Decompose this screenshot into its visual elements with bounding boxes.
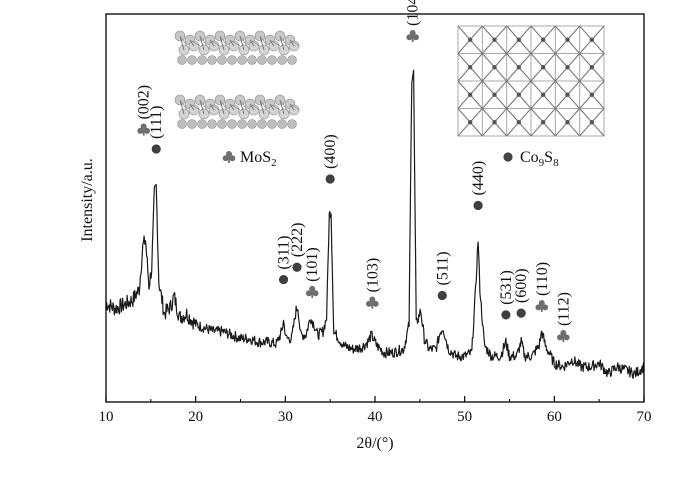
x-tick-label: 70 (637, 409, 652, 425)
co9s8-dot-marker (516, 308, 526, 318)
mos2-club-marker (137, 123, 150, 136)
peak-label: (311) (276, 236, 293, 270)
x-tick-label: 40 (368, 409, 383, 425)
co9s8-dot-marker (437, 290, 447, 301)
mos2-club-marker (305, 285, 319, 298)
mos2-club-marker (366, 296, 379, 309)
mos2-club-marker (406, 30, 419, 42)
x-tick-label: 20 (188, 409, 203, 425)
co9s8-dot-marker (325, 174, 335, 184)
legend-label-co9s8: Co9S8 (520, 149, 559, 169)
xrd-line (105, 69, 645, 379)
x-tick-label: 60 (547, 409, 562, 425)
legend: MoS2 Co9S8 (222, 149, 559, 169)
y-axis-title: Intensity/a.u. (79, 158, 96, 242)
peak-label: (002) (136, 85, 153, 120)
mos2-club-marker (535, 300, 549, 313)
peak-label: (531) (498, 270, 515, 305)
legend-label-mos2: MoS2 (240, 149, 277, 169)
x-tick-label: 30 (278, 409, 293, 425)
peak-label: (511) (434, 251, 451, 285)
peak-label: (440) (470, 161, 487, 196)
x-tick-label: 50 (457, 409, 472, 425)
peak-label: (400) (322, 134, 339, 169)
peak-label: (222) (289, 223, 306, 258)
mos2-structure-image (174, 30, 301, 129)
x-axis-title: 2θ/(°) (356, 435, 393, 452)
peak-label: (112) (555, 292, 572, 326)
co9s8-dot-marker (503, 152, 513, 162)
peak-label: (600) (513, 268, 530, 303)
peak-label: (101) (304, 247, 321, 282)
x-axis: 10 20 30 40 50 60 70 (99, 396, 652, 425)
mos2-club-marker (557, 330, 570, 343)
co9s8-dot-marker (292, 262, 302, 272)
co9s8-dot-marker (151, 144, 161, 154)
x-tick-label: 10 (99, 409, 114, 425)
co9s8-structure-image (457, 25, 605, 137)
peak-label: (111) (148, 105, 165, 138)
co9s8-dot-marker (473, 200, 483, 211)
co9s8-dot-marker (501, 310, 511, 320)
mos2-club-marker (222, 151, 236, 163)
peak-label: (104) (405, 0, 422, 26)
peak-label: (103) (364, 258, 381, 293)
peak-label: (110) (534, 262, 551, 296)
co9s8-dot-marker (278, 274, 289, 285)
